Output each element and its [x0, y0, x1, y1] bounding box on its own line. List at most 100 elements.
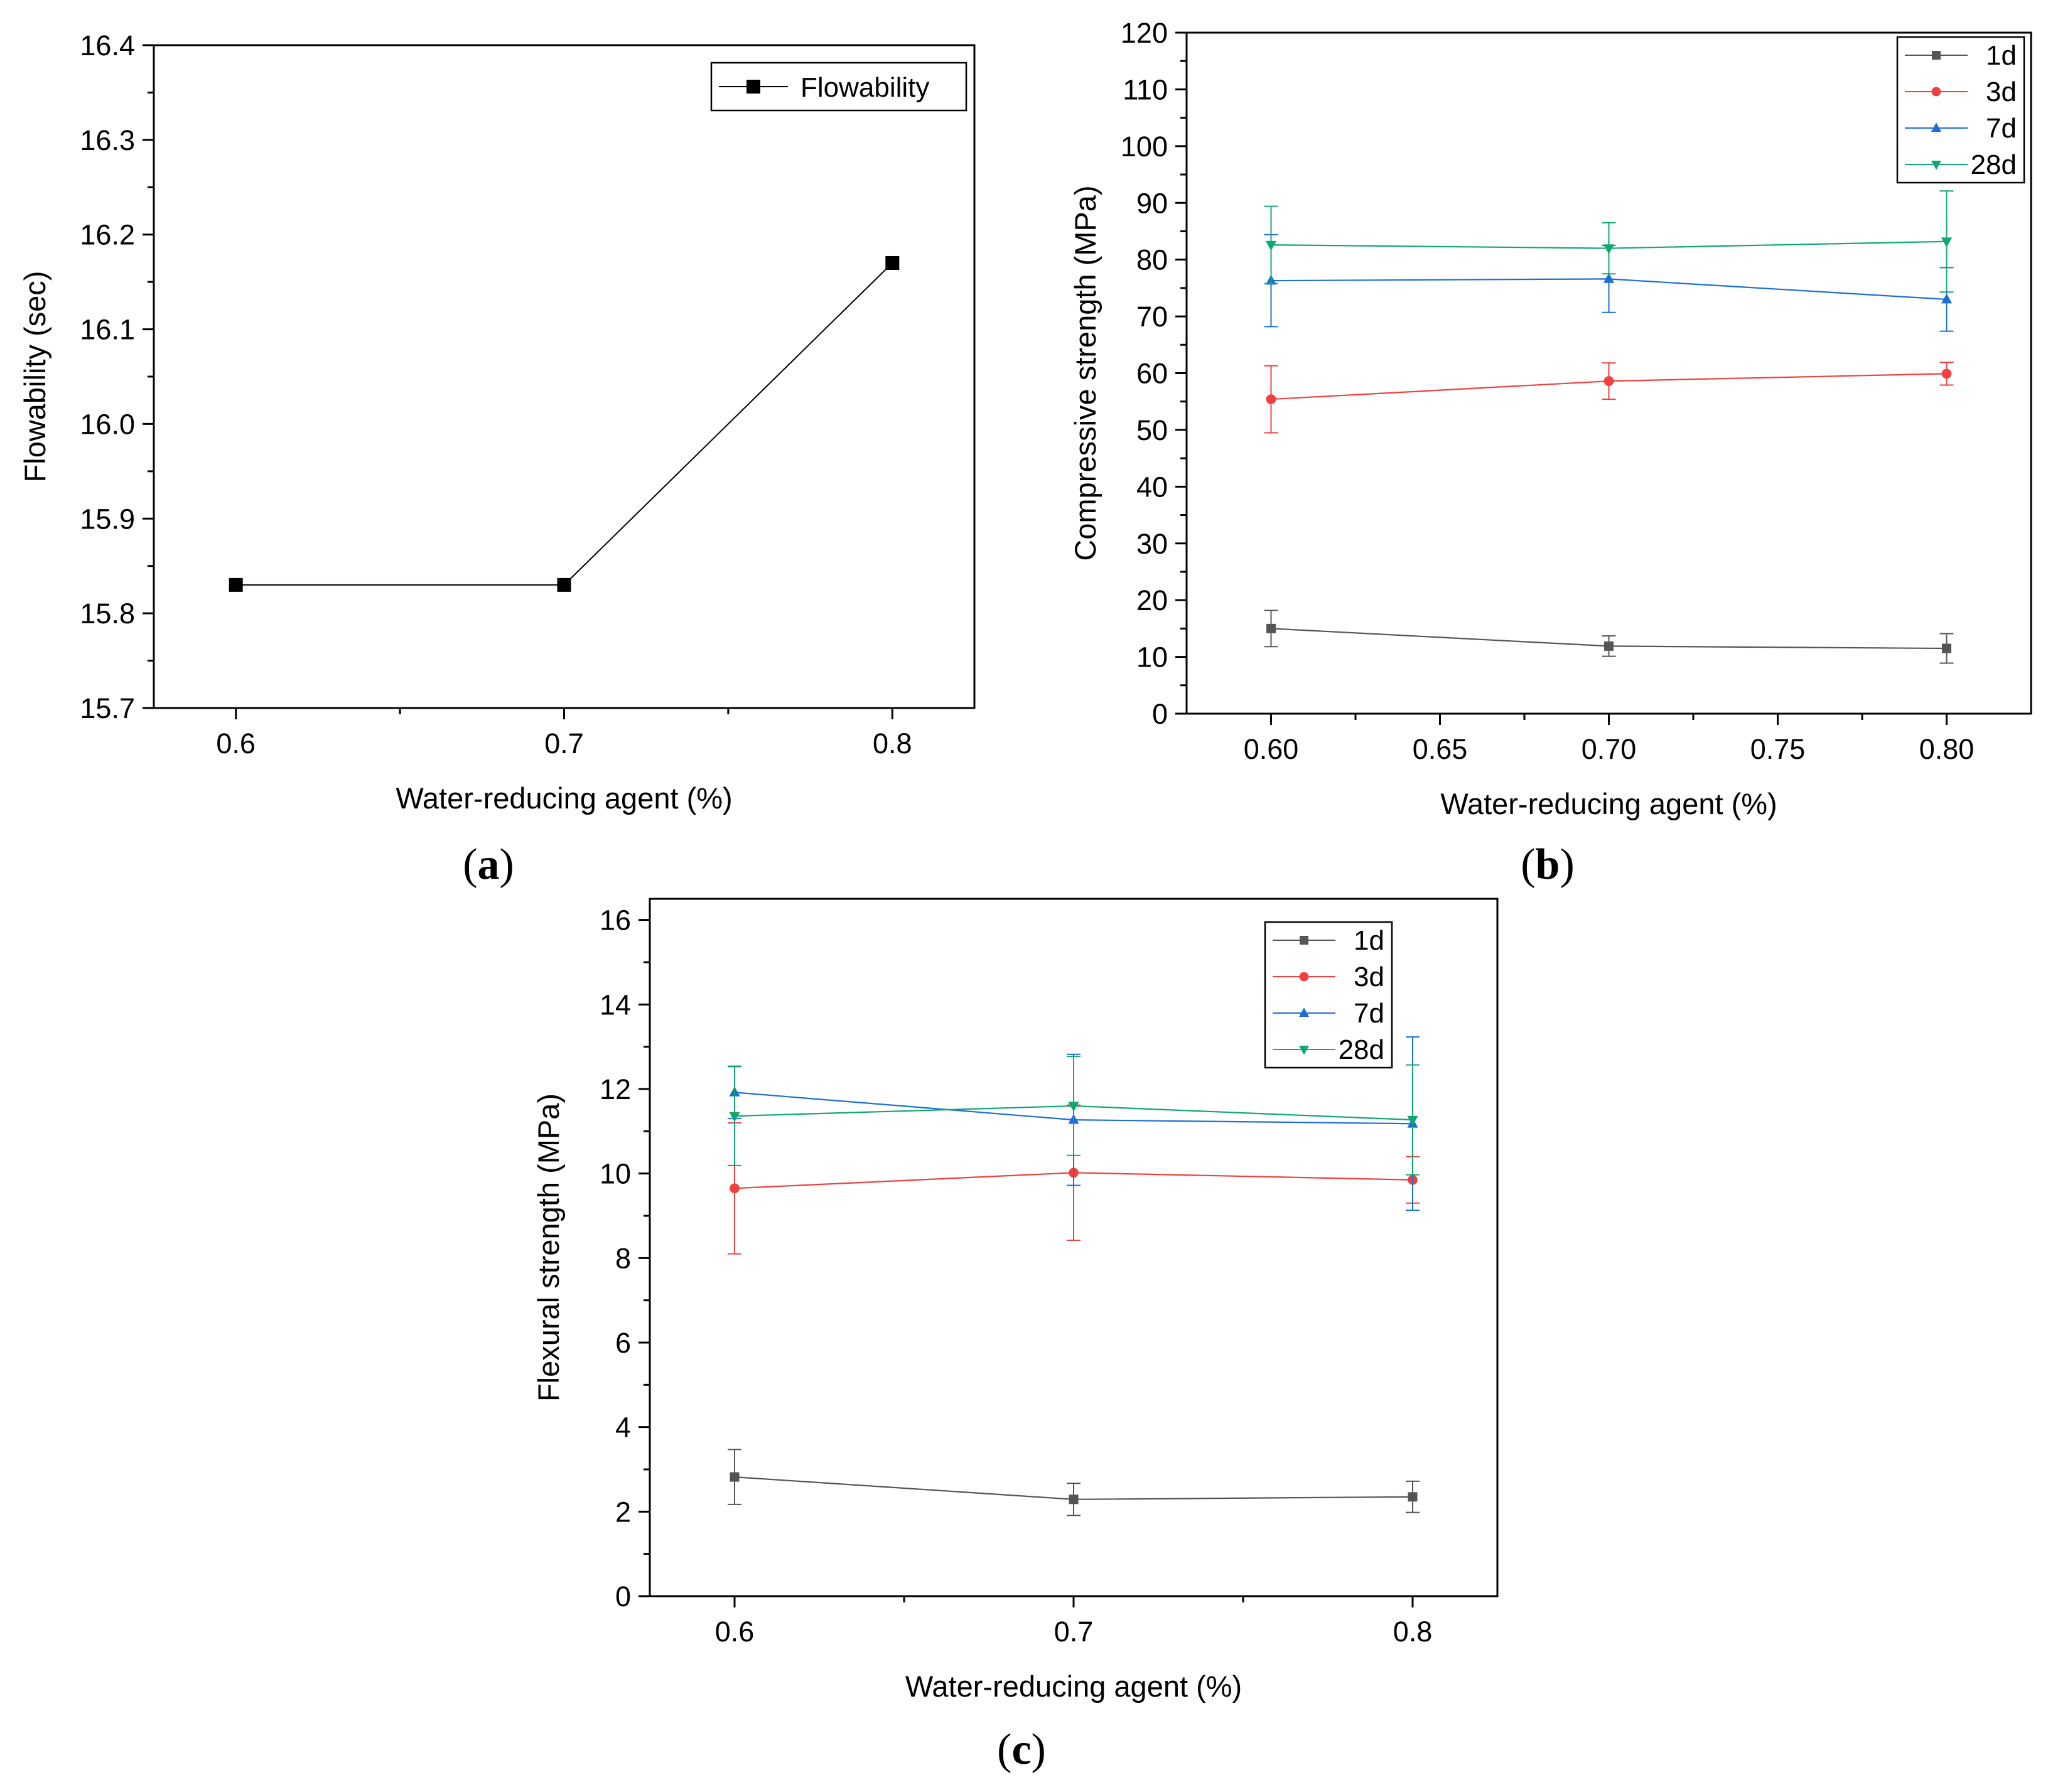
legend-label: 7d [1986, 113, 2017, 144]
legend-frame [1896, 36, 2025, 184]
y-tick-label: 16.0 [80, 408, 135, 440]
y-tick-label: 90 [1136, 187, 1168, 219]
x-tick-label: 0.70 [1582, 733, 1637, 765]
data-point [1604, 641, 1614, 651]
y-tick-label: 30 [1136, 528, 1168, 560]
x-tick-label: 0.60 [1244, 733, 1299, 765]
y-tick-label: 20 [1136, 584, 1168, 616]
legend-label: 28d [1971, 149, 2017, 180]
legend-marker [746, 80, 760, 94]
data-point [1068, 1102, 1079, 1112]
legend-marker [1299, 972, 1309, 982]
panel-a: 0.6 0.7 0.8 15.7 15.8 15.9 16.0 16.1 16.2 16.3 16.… [18, 30, 976, 889]
y-tick-label: 70 [1136, 301, 1168, 333]
y-tick-label: 15.8 [80, 598, 135, 630]
legend-marker [1931, 87, 1941, 97]
data-point [1408, 1492, 1418, 1502]
x-axis-title: Water-reducing agent (%) [396, 781, 732, 815]
data-point [729, 1112, 740, 1122]
panels: 0.6 0.7 0.8 15.7 15.8 15.9 16.0 16.1 16.2 16.3 16.… [18, 17, 2032, 1774]
y-tick-label: 40 [1136, 471, 1168, 503]
legend-marker [1298, 1007, 1310, 1017]
x-tick-label: 0.65 [1413, 733, 1468, 765]
y-tick-label: 6 [615, 1327, 631, 1359]
y-tick-label: 10 [1136, 641, 1168, 673]
y-tick-label: 16.4 [80, 30, 135, 62]
y-tick-label: 120 [1121, 17, 1168, 49]
legend-marker [1298, 1046, 1310, 1055]
panel-label: (c) [997, 1725, 1046, 1774]
series-flowability [229, 255, 900, 592]
y-tick-label: 4 [615, 1412, 631, 1444]
legend-label: 1d [1986, 40, 2017, 71]
y-tick-label: 16 [600, 904, 631, 936]
y-tick-label: 50 [1136, 414, 1168, 446]
legend-marker [1931, 122, 1942, 132]
legend-label: 3d [1354, 962, 1384, 992]
y-axis-title: Flowability (sec) [18, 271, 51, 483]
x-tick-label: 0.6 [216, 727, 256, 759]
y-tick-label: 16.2 [80, 219, 135, 251]
y-tick-label: 2 [615, 1496, 631, 1528]
data-point [885, 255, 900, 270]
legend-label: 3d [1986, 77, 2017, 107]
series-1d [728, 1449, 1420, 1516]
x-tick-label: 0.8 [873, 727, 912, 759]
data-point [229, 577, 243, 592]
x-tick-label: 0.8 [1393, 1616, 1433, 1648]
panel-b: 0.60 0.65 0.70 0.75 0.80 0 10 20 30 40 50 60 70 80 90 1… [1069, 17, 2032, 889]
y-tick-label: 110 [1123, 73, 1168, 105]
data-point [1941, 237, 1953, 248]
legend-marker [1300, 936, 1308, 945]
data-point [1603, 376, 1614, 387]
series-1d [1264, 609, 1954, 664]
data-point [1941, 368, 1952, 379]
y-tick-label: 80 [1136, 244, 1168, 276]
y-tick-label: 15.9 [80, 503, 135, 535]
y-tick-label: 100 [1121, 131, 1168, 163]
data-point [1266, 394, 1276, 404]
y-tick-label: 8 [615, 1242, 631, 1274]
legend-label: Flowability [800, 72, 929, 103]
y-tick-label: 16.3 [80, 124, 135, 156]
x-tick-label: 0.6 [715, 1616, 755, 1648]
legend: 1d 3d 7d 28d [1264, 921, 1393, 1069]
y-tick-label: 14 [600, 989, 631, 1021]
legend-marker [1931, 161, 1942, 170]
data-point [1069, 1494, 1079, 1505]
data-point [1266, 623, 1276, 633]
x-tick-label: 0.7 [1054, 1616, 1094, 1648]
x-axis-title: Water-reducing agent (%) [905, 1670, 1242, 1703]
x-tick-label: 0.7 [544, 727, 584, 759]
x-tick-label: 0.75 [1750, 733, 1806, 765]
series-3d [1264, 362, 1954, 434]
data-point [1942, 643, 1951, 653]
legend-label: 7d [1354, 998, 1384, 1029]
legend-marker [1932, 51, 1941, 60]
legend-label: 28d [1339, 1034, 1384, 1065]
data-point [557, 577, 571, 592]
legend-frame [1264, 921, 1393, 1069]
y-axis-title: Compressive strength (MPa) [1069, 185, 1102, 561]
data-point [1603, 244, 1615, 254]
series-28d [1264, 190, 1954, 293]
data-point [1265, 240, 1277, 251]
y-tick-label: 12 [600, 1073, 631, 1105]
data-point [1941, 293, 1953, 304]
y-axis-title: Flexural strength (MPa) [532, 1093, 565, 1402]
panel-c: 0.6 0.7 0.8 0 2 4 6 8 10 12 14 16 Water-reducing age… [532, 898, 1499, 1774]
panel-label: (b) [1521, 840, 1575, 889]
data-point [730, 1183, 740, 1194]
y-tick-label: 0 [1152, 698, 1168, 730]
series-28d [728, 1056, 1420, 1176]
y-tick-label: 60 [1136, 358, 1168, 390]
data-point [730, 1472, 740, 1482]
panel-label: (a) [463, 840, 514, 889]
legend: 1d 3d 7d 28d [1896, 36, 2025, 184]
legend: Flowability [710, 62, 967, 112]
y-tick-label: 15.7 [80, 692, 135, 724]
y-tick-label: 10 [600, 1158, 631, 1190]
data-point [1407, 1115, 1418, 1126]
